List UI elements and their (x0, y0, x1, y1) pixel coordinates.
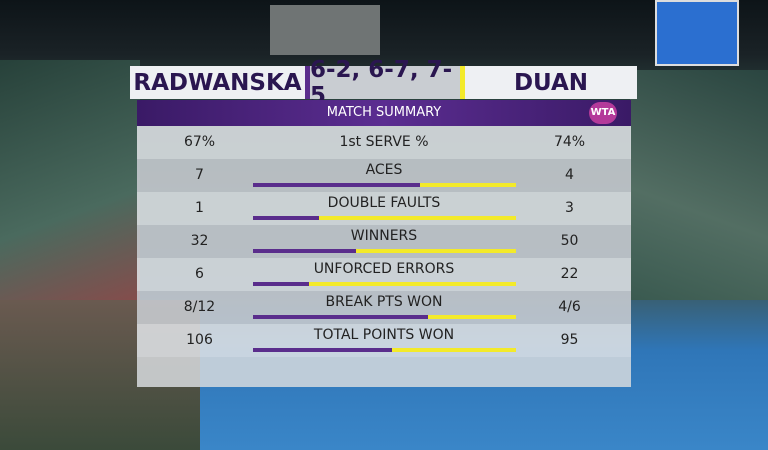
right-value: 4/6 (558, 299, 581, 315)
right-value: 4 (565, 167, 574, 183)
stat-row: 106 TOTAL POINTS WON 95 (137, 324, 631, 357)
stat-label: UNFORCED ERRORS (313, 261, 455, 277)
stat-label: 1st SERVE % (339, 134, 429, 150)
bar-right (309, 282, 516, 286)
bar-right (428, 315, 516, 319)
bar-right (318, 216, 516, 220)
left-value: 67% (183, 134, 216, 150)
left-value: 1 (195, 200, 204, 216)
left-value: 32 (190, 233, 209, 249)
left-value: 106 (186, 332, 213, 348)
bar-right (391, 348, 516, 352)
bar-left (253, 315, 429, 319)
stat-label: ACES (365, 162, 403, 178)
stat-label: TOTAL POINTS WON (313, 327, 455, 343)
stat-label: BREAK PTS WON (325, 294, 443, 310)
booth (270, 5, 380, 55)
bar-left (253, 348, 392, 352)
right-value: 50 (560, 233, 579, 249)
stands-right (630, 70, 768, 300)
stat-label: WINNERS (350, 228, 418, 244)
bar-left (253, 249, 356, 253)
stands-left (0, 60, 140, 310)
logo: WTA (589, 102, 617, 124)
stat-row: 6 UNFORCED ERRORS 22 (137, 258, 631, 291)
score: 6-2, 6-7, 7-5 (310, 57, 460, 109)
bar-left (253, 216, 319, 220)
stat-row: 32 WINNERS 50 (137, 225, 631, 258)
divider (305, 66, 310, 99)
right-value: 3 (565, 200, 574, 216)
title-bar: MATCH SUMMARY WTA (137, 100, 631, 126)
left-value: 7 (195, 167, 204, 183)
stat-row: 7 ACES 4 (137, 159, 631, 192)
left-value: 8/12 (183, 299, 216, 315)
bar-right (355, 249, 516, 253)
bar-right (420, 183, 516, 187)
screen (655, 0, 739, 66)
divider (460, 66, 465, 99)
stat-row: 67% 1st SERVE % 74% (137, 126, 631, 159)
player1: RADWANSKA (130, 66, 305, 99)
stat-row: 8/12 BREAK PTS WON 4/6 (137, 291, 631, 324)
panel-title: MATCH SUMMARY (326, 105, 442, 120)
stat-label: DOUBLE FAULTS (327, 195, 441, 211)
bar-left (253, 282, 310, 286)
right-value: 74% (553, 134, 586, 150)
panel-footer (137, 357, 631, 387)
bar-left (253, 183, 421, 187)
stat-row: 1 DOUBLE FAULTS 3 (137, 192, 631, 225)
right-value: 95 (560, 332, 579, 348)
left-value: 6 (195, 266, 204, 282)
player2: DUAN (465, 66, 637, 99)
right-value: 22 (560, 266, 579, 282)
